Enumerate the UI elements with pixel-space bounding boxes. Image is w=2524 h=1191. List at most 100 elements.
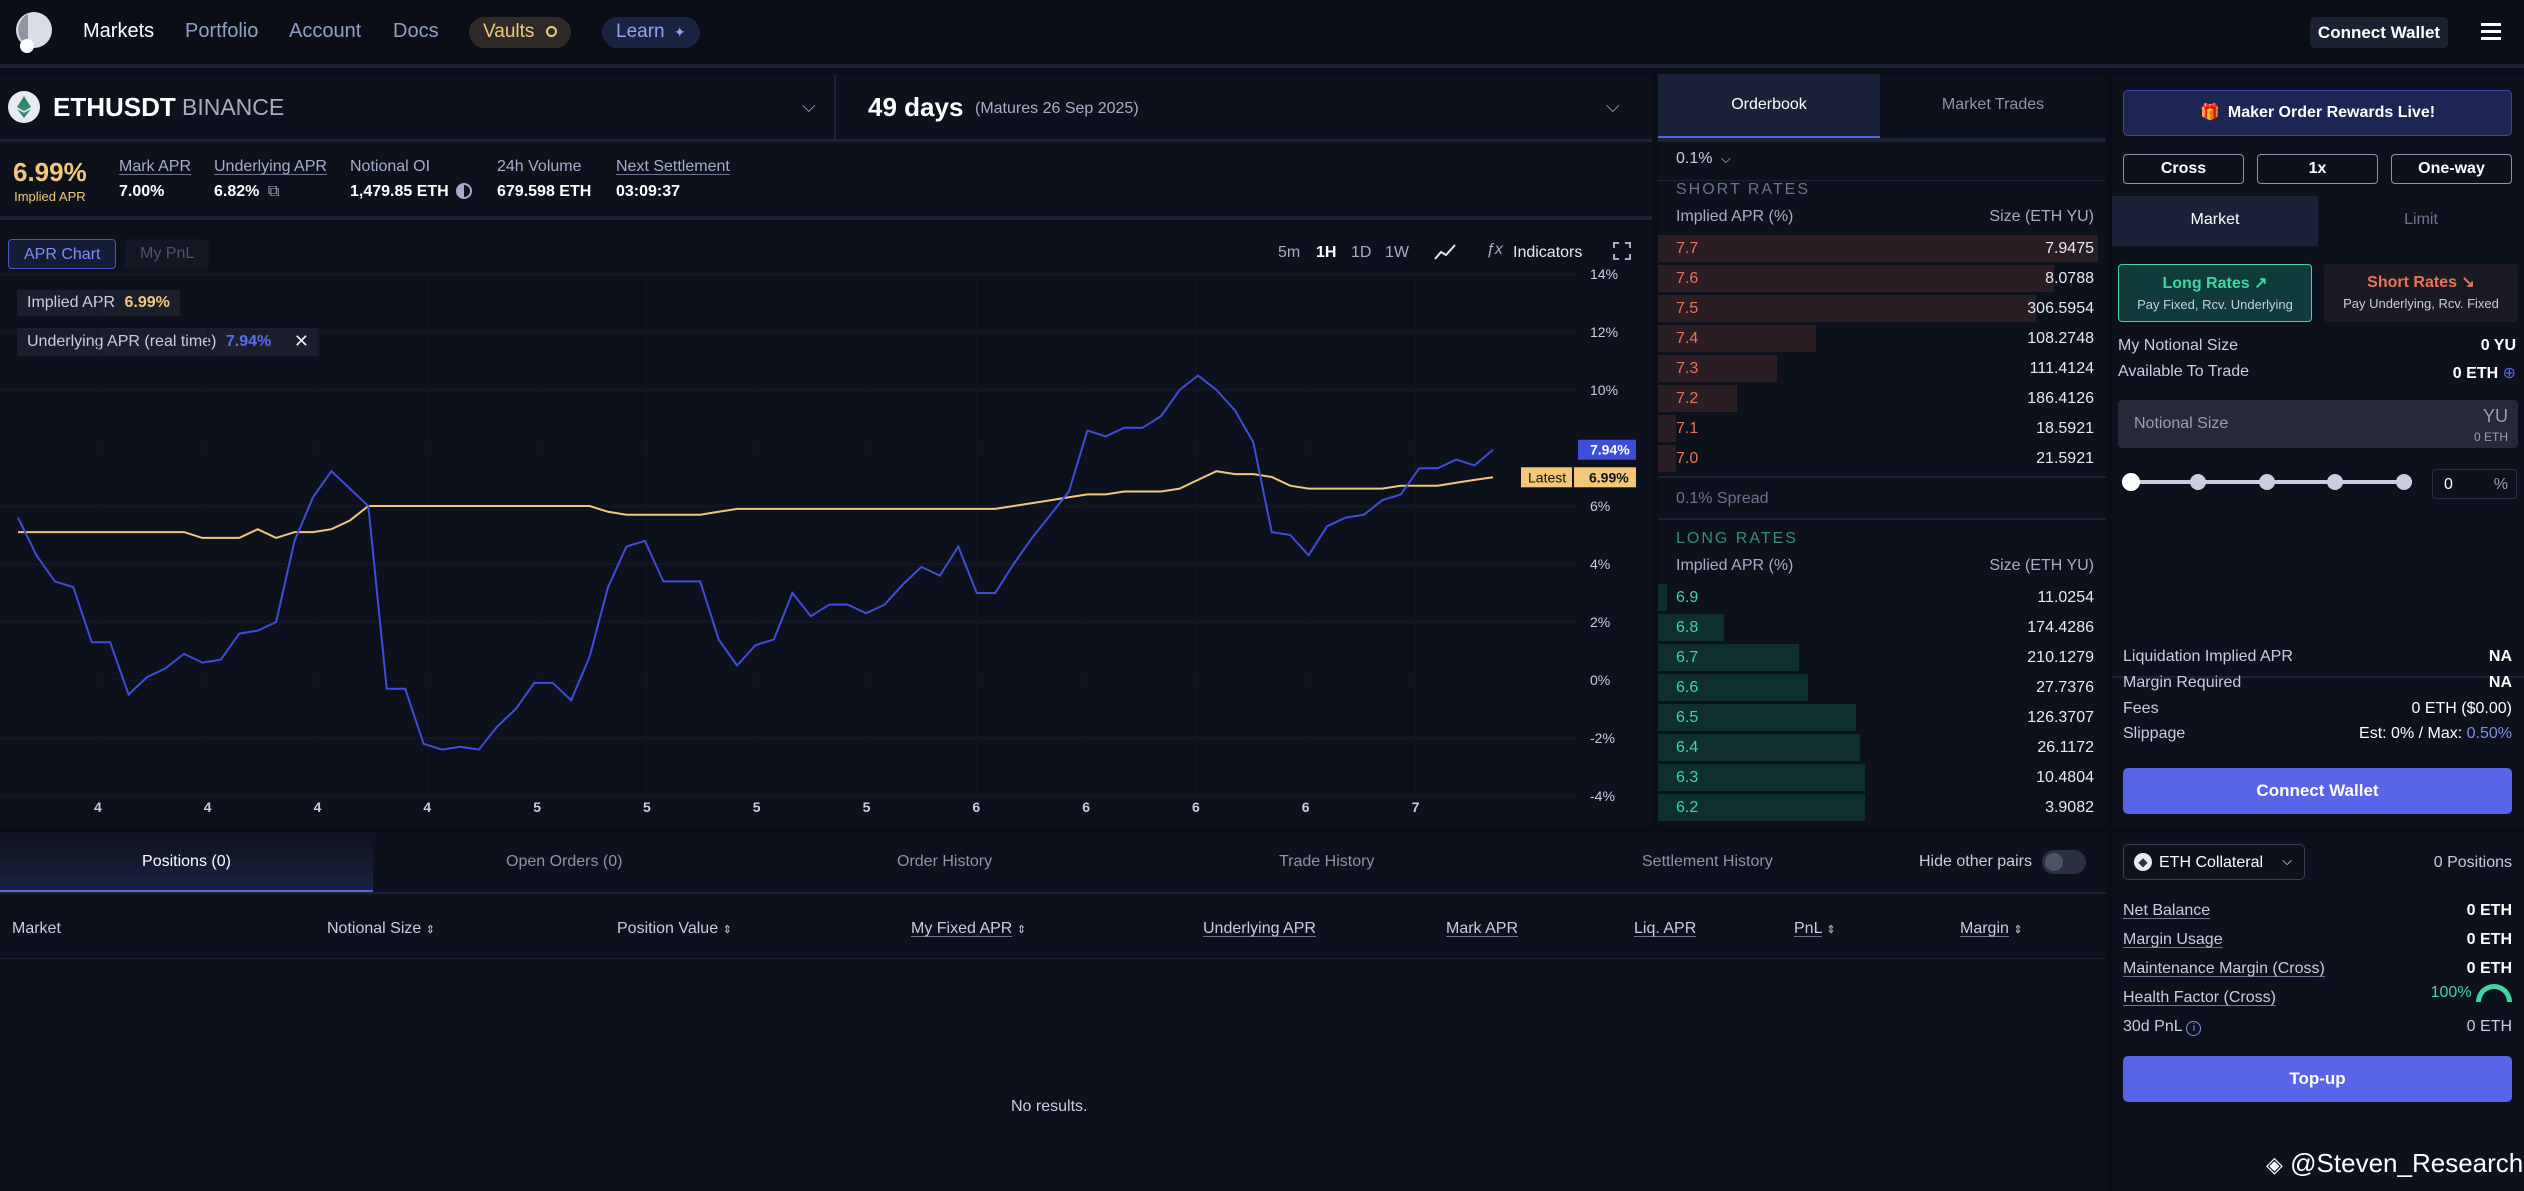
nav-vaults[interactable]: Vaults	[469, 17, 571, 48]
market-selector[interactable]: ETHUSDT BINANCE ⌵	[0, 74, 836, 142]
timeframe-1h[interactable]: 1H	[1316, 244, 1337, 261]
slider-tick	[2396, 474, 2412, 490]
maintenance-margin-label[interactable]: Maintenance Margin (Cross)	[2123, 960, 2325, 977]
short-rate-row[interactable]: 7.6 8.0788	[1658, 264, 2106, 293]
tick-size-select[interactable]: 0.1% ⌵	[1676, 150, 1731, 168]
line-chart-icon[interactable]	[1433, 240, 1457, 269]
plus-circle-icon[interactable]: ⊕	[2502, 365, 2516, 382]
col-liq-apr[interactable]: Liq. APR	[1634, 920, 1697, 937]
fullscreen-icon[interactable]	[1613, 242, 1631, 260]
notional-size-input[interactable]: Notional Size YU 0 ETH	[2118, 400, 2518, 448]
nav-account[interactable]: Account	[289, 20, 362, 42]
mark-apr-stat: Mark APR 7.00%	[119, 158, 191, 201]
sort-icon: ⇕	[722, 924, 732, 936]
tab-trade-history[interactable]: Trade History	[1279, 853, 1375, 870]
close-icon[interactable]: ✕	[293, 331, 309, 351]
long-rate-row[interactable]: 6.7 210.1279	[1658, 643, 2106, 672]
long-rate-row[interactable]: 6.6 27.7376	[1658, 673, 2106, 702]
tab-market-trades-label: Market Trades	[1941, 96, 2045, 113]
collateral-select[interactable]: ◆ ETH Collateral ⌵	[2123, 844, 2305, 880]
long-rate-row[interactable]: 6.9 11.0254	[1658, 583, 2106, 612]
nav-portfolio[interactable]: Portfolio	[185, 20, 259, 42]
connect-wallet-trade-button[interactable]: Connect Wallet	[2123, 768, 2512, 814]
leverage-select[interactable]: 1x	[2257, 154, 2378, 184]
depth-bar	[1658, 355, 1777, 382]
market-symbol: ETHUSDT	[53, 92, 176, 122]
short-rate-row[interactable]: 7.7 7.9475	[1658, 234, 2106, 263]
long-rate-row[interactable]: 6.3 10.4804	[1658, 763, 2106, 792]
tab-order-history[interactable]: Order History	[897, 853, 993, 870]
rate-price: 7.3	[1676, 360, 1699, 377]
long-rate-row[interactable]: 6.2 3.9082	[1658, 793, 2106, 822]
col-pnl[interactable]: PnL ⇕	[1794, 920, 1836, 938]
short-rate-row[interactable]: 7.2 186.4126	[1658, 384, 2106, 413]
tab-my-pnl[interactable]: My PnL	[125, 239, 210, 269]
long-rate-row[interactable]: 6.5 126.3707	[1658, 703, 2106, 732]
hide-pairs-label: Hide other pairs	[1919, 853, 2032, 870]
col-mark-apr[interactable]: Mark APR	[1446, 920, 1519, 937]
account-panel: ◆ ETH Collateral ⌵ 0 Positions Net Balan…	[2112, 832, 2524, 1191]
tab-market-order[interactable]: Market	[2112, 196, 2318, 246]
short-rate-row[interactable]: 7.1 18.5921	[1658, 414, 2106, 443]
long-rate-row[interactable]: 6.4 26.1172	[1658, 733, 2106, 762]
maturity-selector[interactable]: 49 days (Matures 26 Sep 2025) ⌵	[838, 74, 1652, 142]
rewards-banner[interactable]: 🎁 Maker Order Rewards Live!	[2123, 90, 2512, 136]
indicators-button[interactable]: Indicators	[1513, 244, 1583, 261]
menu-icon[interactable]	[2481, 23, 2501, 41]
margin-mode-select[interactable]: Cross	[2123, 154, 2244, 184]
mark-apr-label[interactable]: Mark APR	[119, 158, 192, 175]
nav-learn[interactable]: Learn ✦	[602, 17, 700, 48]
size-percent-input[interactable]: 0 %	[2432, 469, 2517, 499]
short-rate-row[interactable]: 7.0 21.5921	[1658, 444, 2106, 473]
net-balance-label[interactable]: Net Balance	[2123, 902, 2211, 919]
settlement-label[interactable]: Next Settlement	[616, 158, 730, 175]
position-mode-select[interactable]: One-way	[2391, 154, 2512, 184]
chevron-down-icon: ⌵	[1720, 151, 1731, 166]
short-rate-row[interactable]: 7.3 111.4124	[1658, 354, 2106, 383]
short-rate-row[interactable]: 7.5 306.5954	[1658, 294, 2106, 323]
tab-positions[interactable]: Positions (0)	[0, 832, 373, 892]
timeframe-1d[interactable]: 1D	[1351, 244, 1372, 261]
tab-orderbook[interactable]: Orderbook	[1658, 74, 1880, 138]
external-link-icon[interactable]: ⧉	[267, 183, 280, 200]
tab-market-trades[interactable]: Market Trades	[1880, 74, 2106, 138]
tab-settlement-history[interactable]: Settlement History	[1642, 853, 1773, 870]
tab-open-orders[interactable]: Open Orders (0)	[506, 853, 623, 870]
long-rate-row[interactable]: 6.8 174.4286	[1658, 613, 2106, 642]
col-underlying-apr[interactable]: Underlying APR	[1203, 920, 1316, 937]
slippage-max[interactable]: 0.50%	[2466, 725, 2512, 742]
size-slider[interactable]	[2122, 473, 2412, 491]
info-icon[interactable]: i	[2186, 1021, 2202, 1036]
x-tick-label: 4	[314, 799, 322, 815]
market-exchange: BINANCE	[182, 94, 285, 120]
short-rate-row[interactable]: 7.4 108.2748	[1658, 324, 2106, 353]
tab-apr-chart[interactable]: APR Chart	[8, 239, 117, 269]
margin-usage-label[interactable]: Margin Usage	[2123, 931, 2223, 948]
depth-bar	[1658, 445, 1676, 472]
col-fixed-apr[interactable]: My Fixed APR ⇕	[911, 920, 1026, 938]
available-value: 0 ETH	[2452, 365, 2499, 382]
indicators-icon[interactable]: ƒx	[1486, 241, 1503, 258]
short-rates-button[interactable]: Short Rates ↘ Pay Underlying, Rcv. Fixed	[2324, 264, 2518, 322]
tab-limit-order[interactable]: Limit	[2318, 196, 2524, 246]
slider-thumb[interactable]	[2122, 473, 2140, 491]
chevron-down-icon[interactable]: ⌵	[1606, 96, 1620, 116]
connect-wallet-button[interactable]: Connect Wallet	[2310, 17, 2448, 48]
long-rates-button[interactable]: Long Rates ↗ Pay Fixed, Rcv. Underlying	[2118, 264, 2312, 322]
col-margin[interactable]: Margin ⇕	[1960, 920, 2023, 938]
col-notional-size[interactable]: Notional Size ⇕	[327, 920, 435, 938]
nav-markets[interactable]: Markets	[83, 20, 155, 42]
topup-button[interactable]: Top-up	[2123, 1056, 2512, 1102]
notional-oi-value: 1,479.85 ETH	[350, 183, 449, 200]
chevron-down-icon[interactable]: ⌵	[802, 96, 816, 116]
timeframe-5m[interactable]: 5m	[1278, 244, 1301, 261]
col-position-value[interactable]: Position Value ⇕	[617, 920, 732, 938]
apr-chart[interactable]: 14%12%10%8%6%4%2%0%-2%-4%44445555666677.…	[0, 266, 1652, 826]
underlying-apr-value: 6.82%	[214, 183, 260, 200]
app-logo[interactable]	[14, 10, 54, 56]
nav-docs[interactable]: Docs	[393, 20, 439, 42]
timeframe-1w[interactable]: 1W	[1385, 244, 1409, 261]
hide-pairs-toggle[interactable]	[2042, 850, 2086, 874]
health-factor-label[interactable]: Health Factor (Cross)	[2123, 989, 2276, 1006]
underlying-apr-label[interactable]: Underlying APR	[214, 158, 327, 175]
